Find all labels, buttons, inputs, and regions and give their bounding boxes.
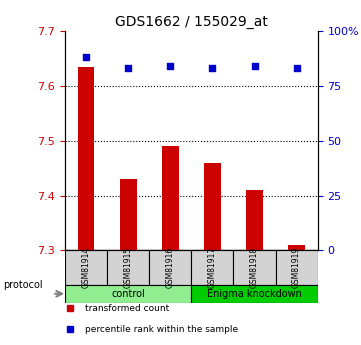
- Bar: [288, 245, 305, 250]
- Bar: [78, 67, 95, 250]
- Text: GSM81916: GSM81916: [166, 247, 175, 288]
- Bar: [246, 190, 263, 250]
- Text: GSM81917: GSM81917: [208, 247, 217, 288]
- Point: [125, 66, 131, 71]
- Bar: [162, 146, 179, 250]
- FancyBboxPatch shape: [107, 250, 149, 285]
- Text: Enigma knockdown: Enigma knockdown: [207, 289, 302, 299]
- Text: GSM81914: GSM81914: [82, 247, 91, 288]
- Point: [294, 66, 300, 71]
- Text: control: control: [111, 289, 145, 299]
- FancyBboxPatch shape: [191, 250, 234, 285]
- Bar: [120, 179, 136, 250]
- Point: [209, 66, 215, 71]
- FancyBboxPatch shape: [65, 285, 191, 303]
- FancyBboxPatch shape: [149, 250, 191, 285]
- FancyBboxPatch shape: [65, 250, 107, 285]
- Point: [83, 55, 89, 60]
- FancyBboxPatch shape: [275, 250, 318, 285]
- FancyBboxPatch shape: [191, 285, 318, 303]
- Point: [252, 63, 257, 69]
- Text: GSM81915: GSM81915: [124, 247, 132, 288]
- FancyBboxPatch shape: [234, 250, 275, 285]
- Title: GDS1662 / 155029_at: GDS1662 / 155029_at: [115, 14, 268, 29]
- Bar: [204, 162, 221, 250]
- Text: protocol: protocol: [4, 280, 43, 289]
- Text: GSM81919: GSM81919: [292, 247, 301, 288]
- Text: GSM81918: GSM81918: [250, 247, 259, 288]
- Text: percentile rank within the sample: percentile rank within the sample: [85, 325, 238, 334]
- Point: [168, 63, 173, 69]
- Text: transformed count: transformed count: [85, 304, 169, 313]
